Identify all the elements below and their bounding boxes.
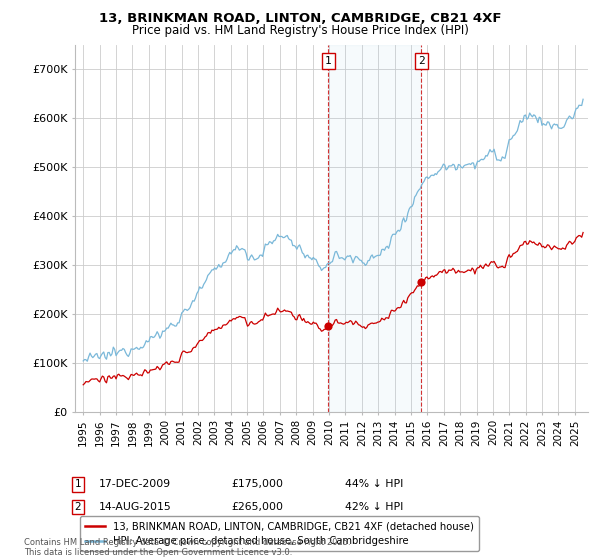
Text: Contains HM Land Registry data © Crown copyright and database right 2025.
This d: Contains HM Land Registry data © Crown c… [24,538,350,557]
Text: 2: 2 [418,57,425,66]
Text: 2: 2 [74,502,82,512]
Text: 1: 1 [325,57,332,66]
Text: 1: 1 [74,479,82,489]
Text: £265,000: £265,000 [231,502,283,512]
Point [416,278,426,287]
Text: 42% ↓ HPI: 42% ↓ HPI [345,502,403,512]
Bar [328,45,421,412]
Text: Price paid vs. HM Land Registry's House Price Index (HPI): Price paid vs. HM Land Registry's House … [131,24,469,36]
Text: 17-DEC-2009: 17-DEC-2009 [99,479,171,489]
Text: 13, BRINKMAN ROAD, LINTON, CAMBRIDGE, CB21 4XF: 13, BRINKMAN ROAD, LINTON, CAMBRIDGE, CB… [99,12,501,25]
Legend: 13, BRINKMAN ROAD, LINTON, CAMBRIDGE, CB21 4XF (detached house), HPI: Average pr: 13, BRINKMAN ROAD, LINTON, CAMBRIDGE, CB… [80,516,479,552]
Text: £175,000: £175,000 [231,479,283,489]
Point [323,321,333,330]
Text: 14-AUG-2015: 14-AUG-2015 [99,502,172,512]
Text: 44% ↓ HPI: 44% ↓ HPI [345,479,403,489]
